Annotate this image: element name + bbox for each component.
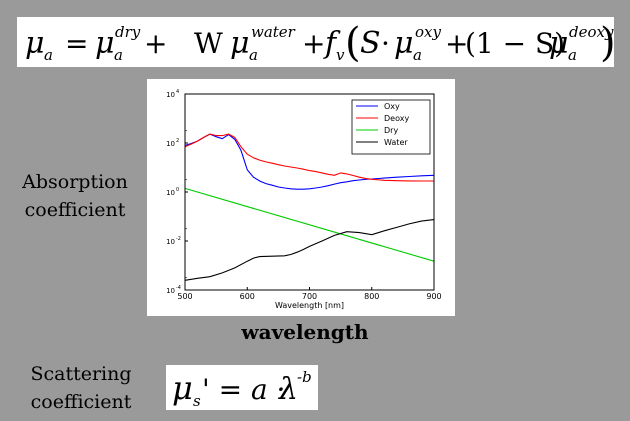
y-tick-exponent: 2 [176,138,179,144]
subscript-v: v [336,46,345,64]
x-tick-label: 700 [302,292,317,301]
subscript-a: a [114,46,123,64]
x-axis-label: Wavelength [nm] [275,301,344,310]
absorption-spectrum-chart: 500 600 700 800 900 10 -4 10 -2 10 0 10 2 10 4 Wavelen… [147,79,455,316]
dot-operator: · [381,27,390,60]
series-line-deoxy [184,133,434,182]
absorption-equation-graphic: μ a = μ dry a + W μ water a + f v ( S · … [25,20,614,66]
legend-box [351,99,431,155]
legend: Oxy Deoxy Dry Water [351,99,431,155]
y-tick-exponent: -2 [176,236,181,242]
mu-symbol: μ [230,26,250,61]
legend-entry: Oxy [384,102,400,111]
scattering-label-line2: coefficient [30,391,132,413]
subscript-s: s [193,392,201,410]
water-fraction-symbol: W [194,27,223,60]
y-tick-label: 10 [166,91,175,99]
y-tick-label: 10 [166,140,175,148]
superscript-deoxy: deoxy [569,23,614,41]
scattering-label-line1: Scattering [30,363,132,385]
equals-sign: = [65,27,88,60]
absorption-label-line2: coefficient [24,199,126,221]
series-line-dry [184,187,435,262]
absorption-equation: μ a = μ dry a + W μ water a + f v ( S · … [17,17,614,67]
x-tick-label: 600 [240,292,255,301]
mu-symbol: μ [95,26,115,61]
y-tick-exponent: 0 [176,187,179,193]
y-tick-exponent: 4 [176,89,179,95]
mu-symbol: μ [549,26,569,61]
subscript-a: a [249,46,258,64]
series-line-oxy [184,133,435,190]
absorption-label-line1: Absorption [22,171,128,193]
one-minus-S: (1 − S) [465,27,565,60]
prime-equals-a: ' = a · [202,373,285,406]
mu-symbol: μ [394,26,414,61]
plus-sign: + [445,27,468,60]
subscript-a: a [568,46,577,64]
legend-entry: Dry [384,126,398,135]
left-paren: ( [345,20,361,66]
scattering-equation: μ s ' = a · λ -b [166,365,318,410]
y-tick-label: 10 [166,287,175,295]
mu-symbol: μ [172,369,193,407]
plus-sign: + [302,27,325,60]
x-tick-label: 500 [177,292,192,301]
x-tick-label: 800 [364,292,379,301]
y-tick-exponent: -4 [176,285,181,291]
scattering-equation-graphic: μ s ' = a · λ -b [172,368,312,410]
legend-entry: Water [384,138,408,147]
y-tick-label: 10 [166,238,175,246]
right-paren: ) [600,20,614,66]
subscript-a: a [413,46,422,64]
scattering-coefficient-label: Scattering coefficient [18,360,144,416]
legend-entry: Deoxy [384,114,409,123]
superscript-oxy: oxy [415,23,441,41]
y-tick-label: 10 [166,189,175,197]
absorption-coefficient-label: Absorption coefficient [10,168,140,224]
saturation-S: S [360,26,381,61]
superscript-dry: dry [115,23,141,41]
superscript-water: water [251,23,296,41]
subscript-a: a [44,46,53,64]
lambda-symbol: λ [278,372,298,407]
plus-sign: + [144,27,167,60]
series-line-water [184,219,435,281]
exponent-minus-b: -b [297,368,312,386]
mu-symbol: μ [25,26,45,61]
x-tick-label: 900 [426,292,441,301]
wavelength-label: wavelength [241,320,369,344]
